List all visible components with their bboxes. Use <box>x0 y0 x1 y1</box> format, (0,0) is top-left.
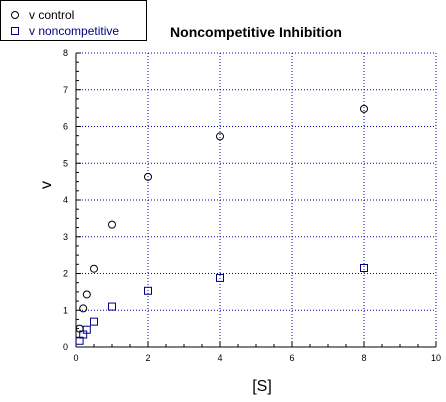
data-point-control <box>216 132 224 141</box>
x-axis-label: [S] <box>252 378 272 395</box>
legend-marker-noncompetitive <box>11 27 19 35</box>
x-tick-label: 6 <box>289 353 294 363</box>
x-tick-label: 8 <box>361 353 366 363</box>
legend-box <box>0 0 147 41</box>
x-tick-label: 10 <box>431 353 441 363</box>
y-tick-label: 8 <box>63 48 68 58</box>
y-tick-label: 3 <box>63 232 68 242</box>
ticks: 0 2 4 6 8 10 0 1 2 3 4 5 6 7 8 <box>63 48 441 363</box>
y-tick-label: 6 <box>63 122 68 132</box>
y-axis-label: v <box>38 181 55 189</box>
chart-title: Noncompetitive Inhibition <box>170 24 342 40</box>
data-point-noncompetitive <box>82 325 91 334</box>
data-point-noncompetitive <box>108 302 116 311</box>
y-tick-label: 4 <box>63 195 68 205</box>
data-point-noncompetitive <box>360 263 368 272</box>
legend-marker-control <box>11 11 19 19</box>
data-points <box>75 104 368 345</box>
legend-label-control: v control <box>29 8 74 22</box>
legend: v control v noncompetitive <box>0 0 147 41</box>
x-tick-label: 4 <box>217 353 222 363</box>
x-tick-label: 2 <box>145 353 150 363</box>
data-point-control <box>82 290 91 299</box>
data-point-noncompetitive <box>216 273 224 282</box>
data-point-control <box>360 104 368 113</box>
legend-label-noncompetitive: v noncompetitive <box>29 24 119 38</box>
y-tick-label: 0 <box>63 342 68 352</box>
data-point-noncompetitive <box>90 317 98 326</box>
grid <box>76 52 437 347</box>
y-tick-label: 1 <box>63 305 68 315</box>
data-point-control <box>144 172 152 181</box>
y-tick-label: 7 <box>63 85 68 95</box>
x-tick-label: 0 <box>73 353 78 363</box>
y-tick-label: 2 <box>63 269 68 279</box>
data-point-control <box>79 304 88 313</box>
y-tick-label: 5 <box>63 158 68 168</box>
data-point-control <box>108 220 116 229</box>
data-point-noncompetitive <box>144 286 152 295</box>
data-point-control <box>90 264 98 273</box>
